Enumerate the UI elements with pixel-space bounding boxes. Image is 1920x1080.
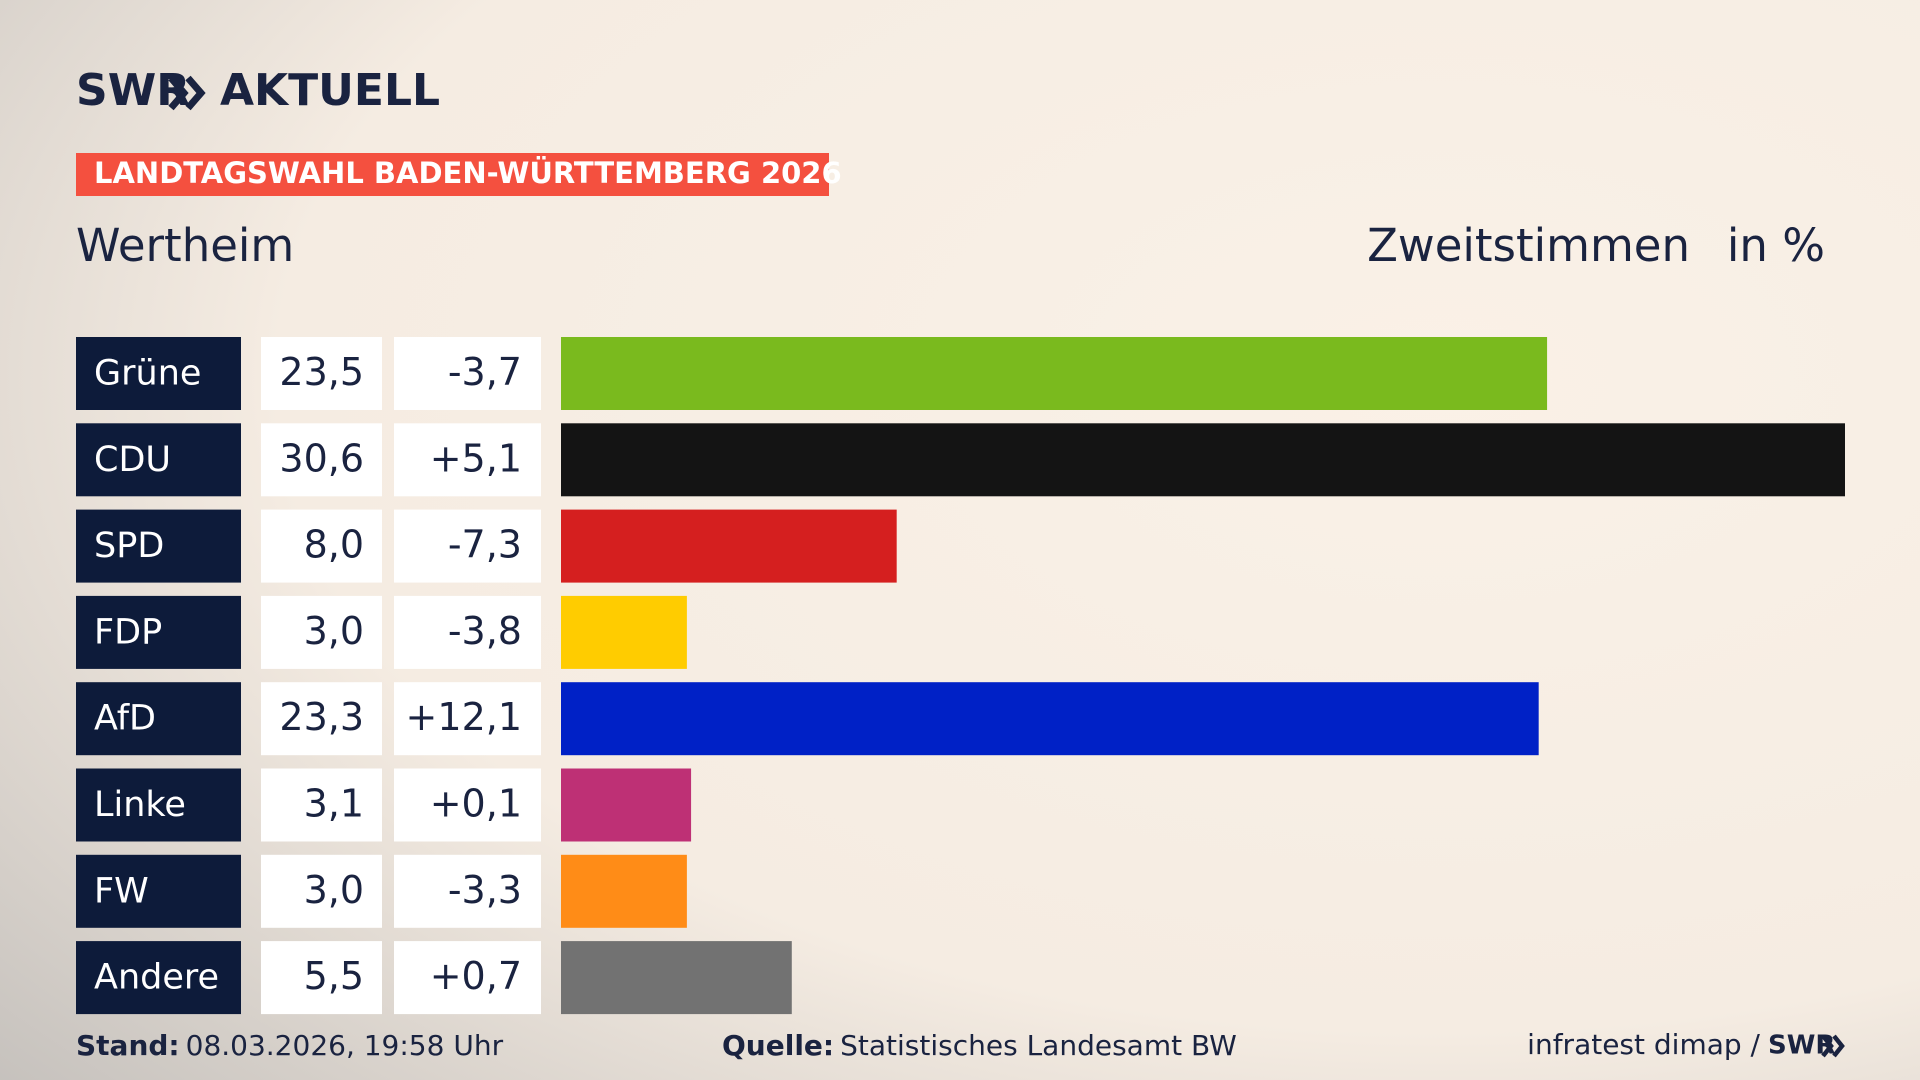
stand-label: Stand: (76, 1029, 180, 1062)
party-name: CDU (94, 440, 171, 480)
stand-text: 08.03.2026, 19:58 Uhr (186, 1029, 504, 1062)
value-label: 30,6 (279, 436, 364, 480)
unit-label: in % (1727, 219, 1825, 272)
credit-chevron (1832, 1034, 1845, 1058)
logo-title: AKTUELL (220, 65, 440, 116)
change-box (394, 509, 541, 583)
logo-chevron (168, 75, 189, 111)
party-box (76, 595, 241, 669)
bar (561, 595, 687, 669)
value-box (261, 854, 382, 928)
value-label: 3,0 (304, 609, 364, 653)
value-label: 5,5 (304, 954, 364, 998)
bar (561, 682, 1539, 756)
value-box (261, 423, 382, 497)
change-label: -3,8 (448, 609, 522, 653)
change-box (394, 682, 541, 756)
bar (561, 337, 1548, 410)
footer-source: Quelle: Statistisches Landesamt BW (722, 1029, 1237, 1062)
value-label: 3,1 (304, 782, 364, 826)
value-box (261, 337, 382, 410)
source-label: Quelle: (722, 1029, 834, 1062)
party-name: FW (94, 871, 149, 911)
party-box (76, 423, 241, 497)
value-label: 8,0 (304, 523, 364, 567)
change-box (394, 941, 541, 1015)
credit-chevron (1821, 1034, 1834, 1058)
party-box (76, 768, 241, 842)
party-name: SPD (94, 526, 164, 566)
bar (561, 509, 897, 583)
value-axis-label: Zweitstimmen (1367, 219, 1690, 272)
bar (561, 941, 792, 1015)
party-name: Andere (94, 958, 219, 998)
banner (76, 153, 829, 196)
change-label: -3,7 (448, 350, 522, 394)
change-label: +0,1 (430, 782, 522, 826)
change-label: +0,7 (430, 954, 522, 998)
party-name: Linke (94, 785, 186, 825)
value-box (261, 682, 382, 756)
value-label: 3,0 (304, 868, 364, 912)
value-label: 23,5 (279, 350, 364, 394)
source-text: Statistisches Landesamt BW (840, 1029, 1237, 1062)
change-label: -7,3 (448, 523, 522, 567)
value-box (261, 941, 382, 1015)
footer-stand: Stand: 08.03.2026, 19:58 Uhr (76, 1029, 504, 1062)
value-box (261, 509, 382, 583)
value-box (261, 595, 382, 669)
value-box (261, 768, 382, 842)
banner-text: LANDTAGSWAHL BADEN-WÜRTTEMBERG 2026 (94, 156, 842, 190)
party-box (76, 682, 241, 756)
bar (561, 768, 692, 842)
chart-rows: Grüne 23,5 -3,7 CDU 30,6 +5,1 SPD 8,0 -7,3 FDP 3,0… (76, 337, 1845, 1015)
credit: infratest dimap / (1527, 1028, 1760, 1061)
party-box (76, 337, 241, 410)
change-label: +12,1 (406, 695, 522, 739)
value-label: 23,3 (279, 695, 364, 739)
change-label: +5,1 (430, 436, 522, 480)
logo-chevron (185, 75, 206, 111)
change-box (394, 423, 541, 497)
bar (561, 854, 687, 928)
party-box (76, 941, 241, 1015)
party-name: AfD (94, 699, 156, 739)
party-name: FDP (94, 612, 162, 652)
party-name: Grüne (94, 354, 201, 394)
chart-title: Wertheim (76, 219, 294, 272)
change-box (394, 595, 541, 669)
party-box (76, 854, 241, 928)
bar (561, 423, 1845, 497)
party-box (76, 509, 241, 583)
logo: SWR AKTUELL (76, 65, 440, 116)
change-box (394, 768, 541, 842)
change-label: -3,3 (448, 868, 522, 912)
change-box (394, 854, 541, 928)
change-box (394, 337, 541, 410)
